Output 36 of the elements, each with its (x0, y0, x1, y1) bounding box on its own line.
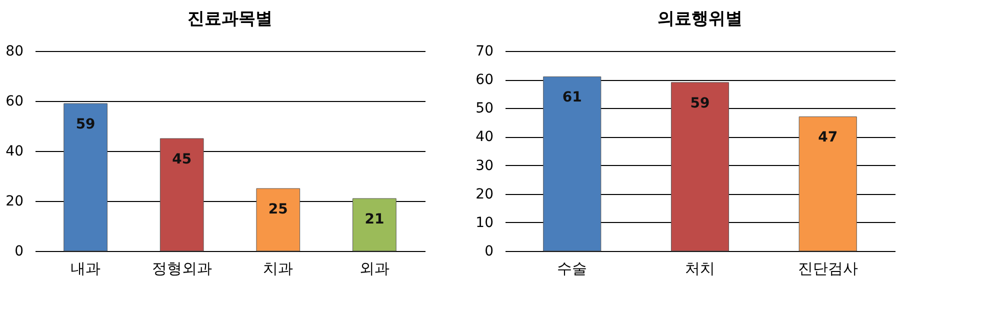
bar (543, 76, 602, 252)
data-label: 59 (76, 116, 96, 132)
data-label: 21 (364, 212, 384, 228)
y-tick-label: 40 (476, 129, 494, 146)
y-tick-label: 10 (476, 214, 494, 231)
chart-title: 진료과목별 (188, 9, 272, 29)
y-tick-label: 30 (476, 158, 494, 174)
x-tick-label: 내과 (70, 260, 101, 278)
y-tick-label: 20 (476, 186, 494, 202)
data-label: 45 (172, 152, 192, 168)
x-tick-label: 처치 (685, 260, 715, 278)
bar (798, 116, 857, 252)
y-tick-label: 70 (476, 44, 494, 60)
x-tick-label: 외과 (359, 260, 390, 278)
data-label: 47 (818, 130, 838, 146)
y-tick-label: 60 (476, 72, 494, 88)
bar (352, 198, 396, 252)
x-tick-label: 정형외과 (152, 260, 212, 278)
data-label: 59 (690, 95, 710, 112)
bar (256, 188, 300, 252)
y-tick-label: 0 (14, 244, 24, 260)
y-tick-label: 80 (6, 44, 24, 60)
y-tick-label: 60 (6, 94, 24, 110)
x-tick-label: 진단검사 (798, 260, 858, 278)
bar (160, 138, 204, 252)
y-tick-label: 20 (6, 194, 24, 210)
data-label: 25 (268, 202, 288, 218)
data-label: 61 (562, 90, 582, 106)
x-tick-label: 수술 (557, 260, 588, 278)
bar (670, 82, 730, 252)
y-tick-label: 40 (6, 144, 24, 160)
bar (64, 103, 108, 252)
chart-title: 의료행위별 (658, 9, 742, 29)
x-tick-label: 치과 (263, 260, 294, 278)
y-tick-label: 50 (476, 100, 494, 117)
y-tick-label: 0 (484, 244, 494, 260)
